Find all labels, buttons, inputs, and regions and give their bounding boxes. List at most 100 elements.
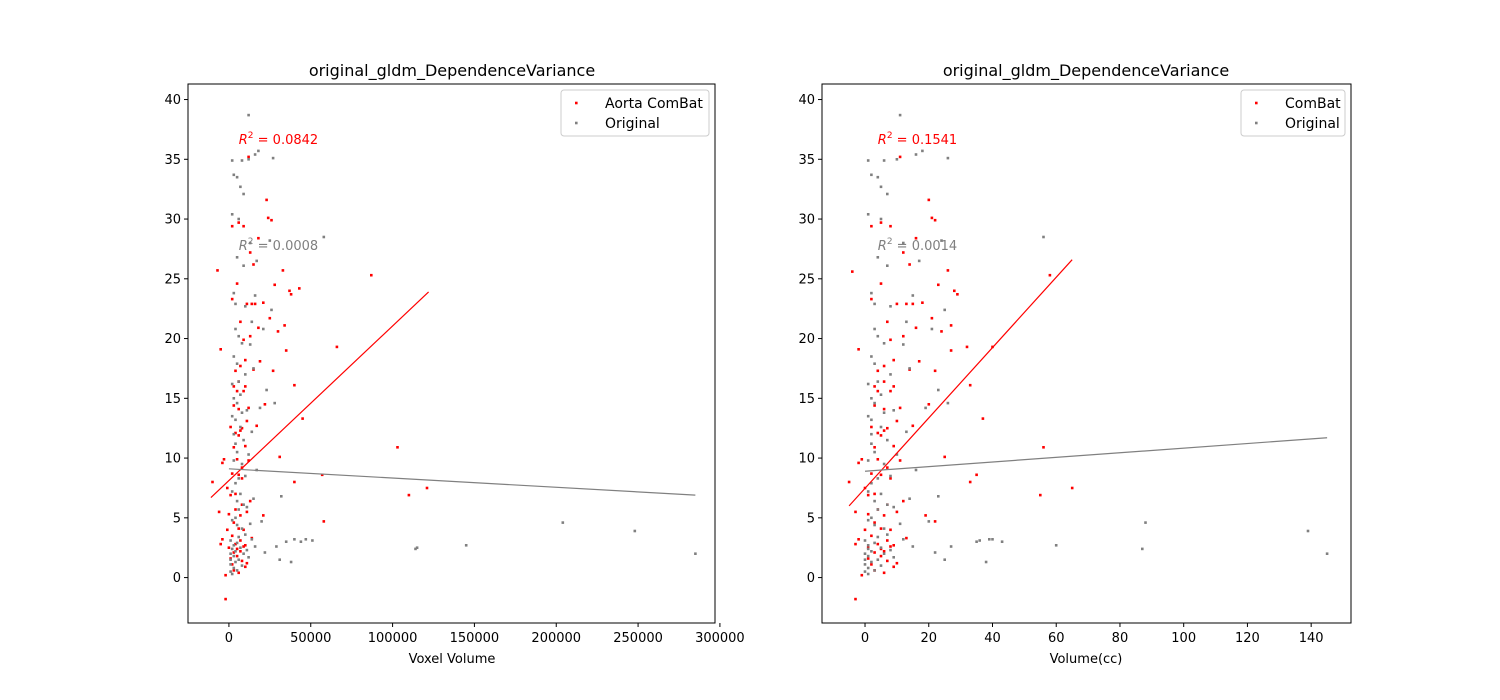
data-point	[232, 404, 236, 407]
data-point	[930, 316, 934, 320]
data-point	[250, 320, 254, 324]
data-point	[234, 431, 237, 435]
data-point	[245, 409, 249, 412]
data-point	[230, 159, 234, 162]
x-tick-label: 100	[1171, 631, 1196, 646]
data-point	[876, 535, 880, 539]
data-point	[234, 542, 237, 546]
data-point	[854, 510, 857, 514]
data-point	[902, 499, 905, 503]
data-point	[946, 269, 950, 272]
x-tick-label: 300000	[695, 631, 745, 646]
data-point	[260, 520, 263, 523]
y-tick-label: 20	[798, 332, 815, 347]
data-point	[898, 113, 902, 117]
data-point	[425, 486, 429, 490]
data-point	[866, 566, 870, 570]
data-point	[244, 373, 247, 376]
data-point	[946, 401, 950, 405]
data-point	[968, 480, 972, 484]
data-point	[234, 508, 237, 511]
data-point	[257, 236, 260, 240]
data-point	[876, 458, 880, 461]
data-point	[415, 546, 419, 549]
data-point	[892, 358, 895, 362]
data-point	[247, 406, 250, 410]
data-point	[211, 480, 214, 484]
data-point	[229, 539, 232, 542]
data-point	[242, 224, 245, 228]
data-point	[876, 334, 880, 338]
right-plot-area	[847, 113, 1329, 601]
data-point	[876, 508, 880, 511]
legend-marker	[1255, 101, 1258, 105]
data-point	[230, 224, 234, 228]
data-point	[278, 558, 281, 561]
data-point	[933, 369, 937, 373]
data-point	[981, 417, 985, 420]
data-point	[854, 597, 857, 601]
data-point	[217, 510, 221, 514]
data-point	[870, 432, 873, 436]
x-tick-label: 60	[1048, 631, 1065, 646]
data-point	[234, 481, 237, 485]
data-point	[234, 516, 237, 520]
y-tick-label: 15	[164, 392, 181, 407]
data-point	[882, 552, 886, 555]
data-point	[235, 401, 239, 405]
data-point	[857, 461, 860, 465]
data-point	[244, 385, 247, 388]
data-point	[234, 492, 237, 496]
data-point	[940, 239, 943, 242]
left-scatter-panel: original_gldm_DependenceVariance Voxel V…	[164, 61, 744, 667]
data-point	[917, 259, 921, 263]
data-point	[908, 263, 911, 266]
data-point	[237, 508, 240, 511]
data-point	[239, 393, 242, 396]
data-point	[229, 552, 232, 555]
data-point	[851, 270, 854, 273]
data-point	[320, 473, 324, 477]
data-point	[232, 554, 236, 558]
data-point	[873, 362, 876, 365]
x-tick-label: 40	[984, 631, 1001, 646]
data-point	[232, 385, 236, 388]
data-point	[879, 393, 883, 396]
data-point	[244, 544, 247, 547]
right-x-axis-label: Volume(cc)	[1050, 652, 1123, 667]
data-point	[235, 569, 239, 572]
data-point	[322, 520, 326, 523]
data-point	[978, 539, 981, 542]
legend-entry: Original	[605, 116, 660, 132]
data-point	[882, 342, 886, 345]
data-point	[870, 516, 873, 520]
data-point	[235, 541, 239, 545]
data-point	[866, 547, 870, 551]
data-point	[273, 283, 276, 287]
data-point	[1048, 273, 1052, 277]
data-point	[240, 564, 244, 567]
data-point	[250, 538, 254, 541]
data-point	[911, 424, 915, 428]
data-point	[245, 419, 249, 423]
data-point	[882, 571, 886, 575]
data-point	[937, 388, 940, 392]
x-tick-label: 50000	[290, 631, 331, 646]
data-point	[863, 528, 867, 532]
data-point	[914, 236, 918, 240]
data-point	[230, 382, 234, 386]
data-point	[870, 397, 873, 400]
data-point	[561, 521, 565, 524]
data-point	[262, 301, 265, 304]
data-point	[293, 480, 296, 484]
data-point	[1325, 552, 1329, 555]
data-point	[892, 544, 895, 547]
data-point	[255, 259, 258, 263]
data-point	[911, 545, 915, 548]
left-series-combat	[211, 155, 429, 601]
data-point	[227, 546, 231, 549]
data-point	[1042, 235, 1045, 239]
data-point	[902, 538, 905, 541]
data-point	[311, 539, 314, 542]
